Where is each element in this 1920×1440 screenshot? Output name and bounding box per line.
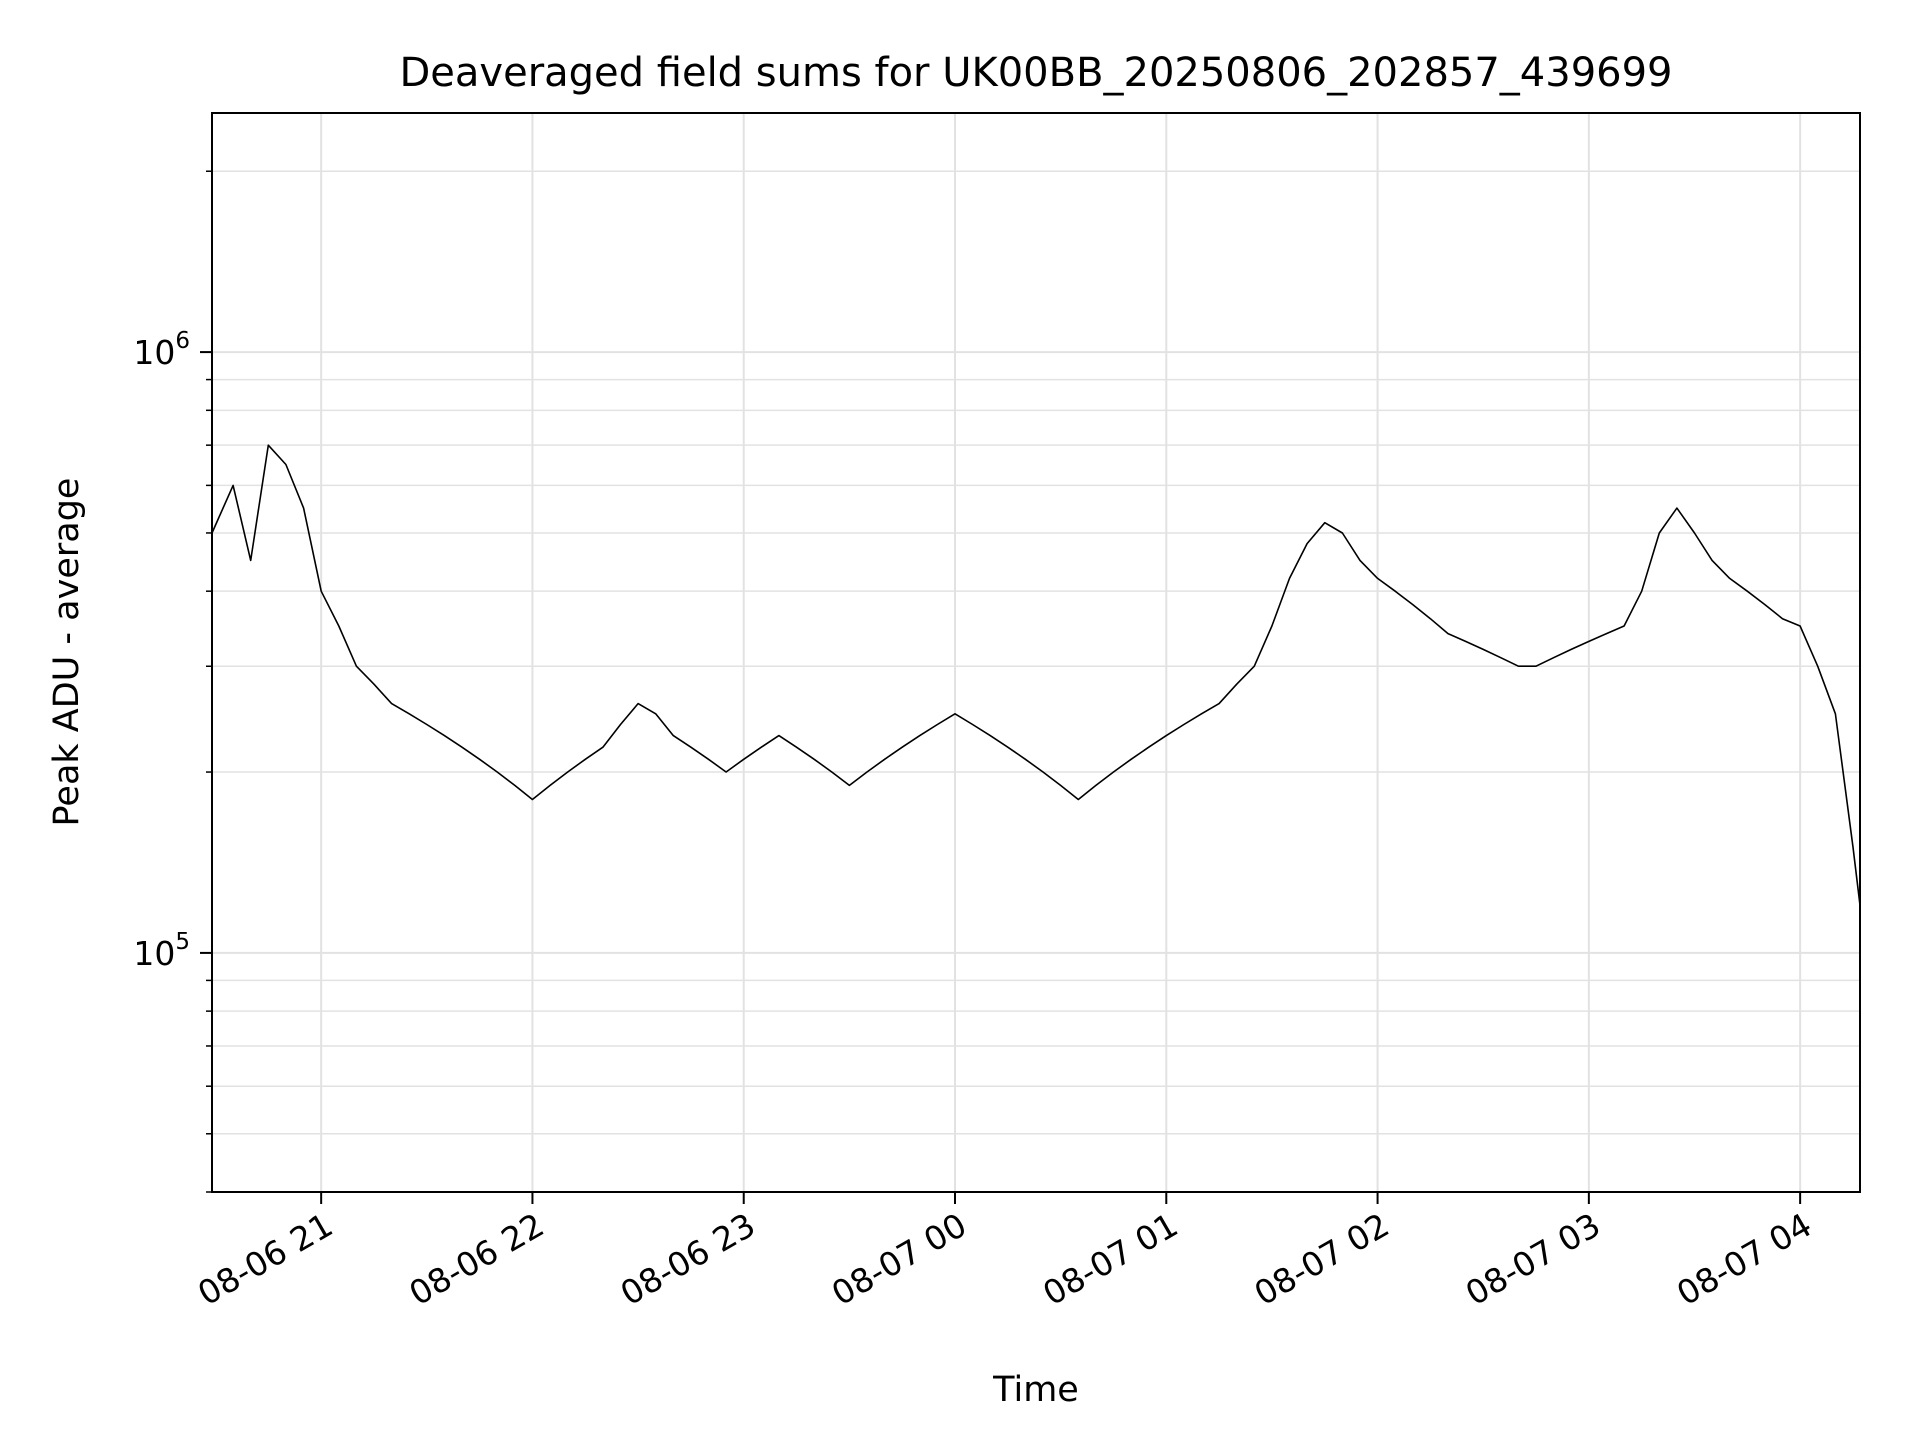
series-line xyxy=(211,444,1861,906)
x-axis-label: Time xyxy=(992,1370,1079,1410)
line-layer xyxy=(211,444,1861,906)
axes-frame xyxy=(211,112,1861,1193)
y-tick-label: 105 xyxy=(133,929,190,973)
y-axis-label: Peak ADU - average xyxy=(47,478,87,827)
chart-title: Deaveraged field sums for UK00BB_2025080… xyxy=(400,50,1673,96)
y-tick-label: 106 xyxy=(133,328,190,372)
